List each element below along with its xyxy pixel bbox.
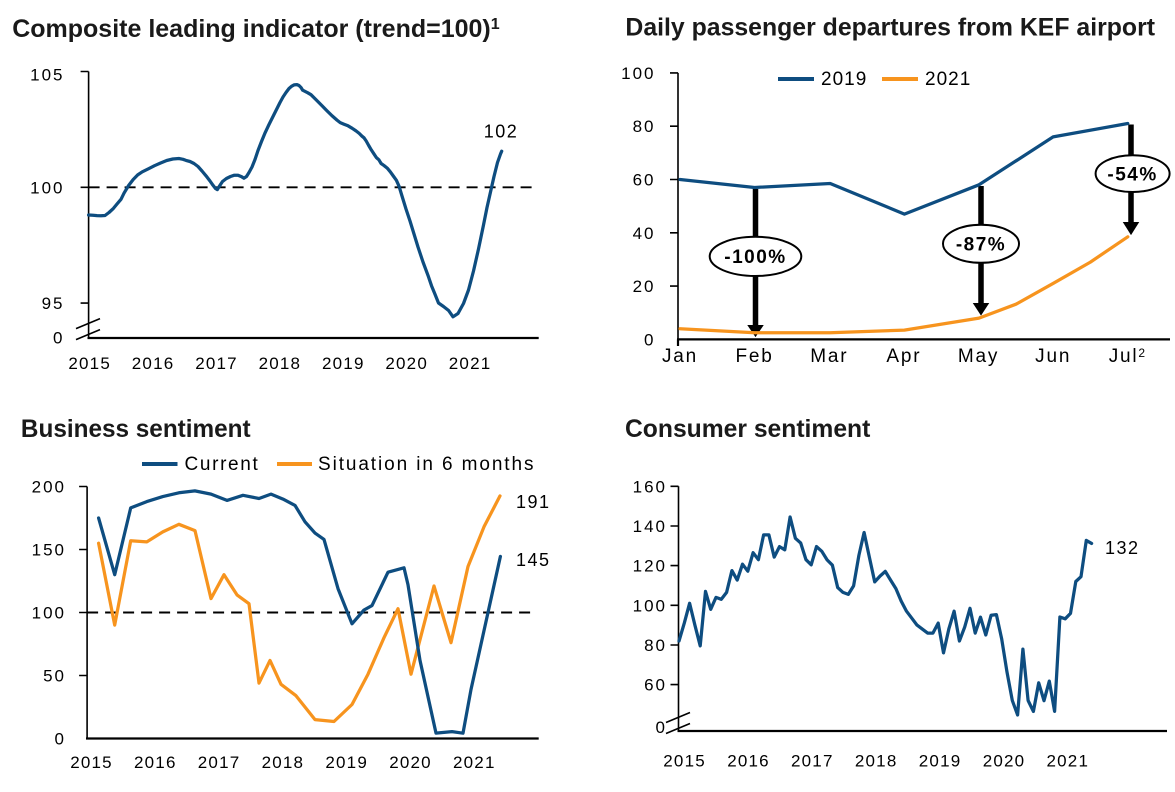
svg-text:2016: 2016: [132, 354, 175, 373]
svg-text:2016: 2016: [134, 753, 177, 772]
svg-text:200: 200: [32, 478, 66, 497]
svg-text:100: 100: [32, 604, 66, 623]
svg-text:0: 0: [53, 329, 64, 348]
svg-text:150: 150: [32, 541, 66, 560]
svg-text:2018: 2018: [259, 354, 302, 373]
svg-text:Business sentiment: Business sentiment: [21, 416, 251, 443]
svg-text:2017: 2017: [195, 354, 238, 373]
svg-text:60: 60: [644, 676, 667, 695]
svg-text:0: 0: [55, 730, 66, 749]
svg-text:2021: 2021: [925, 69, 971, 90]
svg-text:2015: 2015: [663, 752, 706, 771]
svg-text:0: 0: [644, 330, 655, 349]
svg-text:Mar: Mar: [810, 346, 848, 367]
svg-text:-54%: -54%: [1107, 164, 1157, 185]
svg-text:2020: 2020: [385, 354, 428, 373]
svg-text:132: 132: [1105, 538, 1140, 558]
svg-text:120: 120: [633, 557, 667, 576]
svg-text:2015: 2015: [68, 354, 111, 373]
svg-text:Daily passenger departures fro: Daily passenger departures from KEF airp…: [625, 13, 1155, 41]
svg-text:140: 140: [633, 517, 667, 536]
svg-text:Jun: Jun: [1035, 346, 1071, 367]
svg-text:160: 160: [633, 477, 667, 496]
svg-text:Composite leading indicator (t: Composite leading indicator (trend=100)1: [12, 15, 500, 43]
svg-text:2019: 2019: [325, 753, 368, 772]
svg-text:Situation in 6 months: Situation in 6 months: [318, 454, 535, 475]
svg-text:191: 191: [516, 492, 551, 512]
svg-text:Feb: Feb: [736, 346, 774, 367]
svg-text:2020: 2020: [983, 752, 1026, 771]
svg-text:100: 100: [30, 178, 64, 197]
svg-text:100: 100: [633, 596, 667, 615]
svg-text:-100%: -100%: [724, 247, 786, 268]
svg-text:Consumer sentiment: Consumer sentiment: [625, 416, 870, 443]
svg-text:2017: 2017: [791, 752, 834, 771]
svg-text:2019: 2019: [322, 354, 365, 373]
svg-text:80: 80: [644, 636, 667, 655]
svg-text:100: 100: [621, 64, 655, 83]
svg-text:2015: 2015: [70, 753, 113, 772]
svg-text:Apr: Apr: [886, 346, 921, 367]
svg-text:2016: 2016: [727, 752, 770, 771]
svg-text:20: 20: [633, 277, 656, 296]
svg-text:2019: 2019: [919, 752, 962, 771]
svg-text:2019: 2019: [821, 69, 867, 90]
svg-text:2017: 2017: [198, 753, 241, 772]
svg-text:2018: 2018: [855, 752, 898, 771]
svg-text:60: 60: [633, 171, 656, 190]
svg-text:2021: 2021: [1046, 752, 1089, 771]
svg-text:105: 105: [30, 65, 64, 84]
svg-text:Current: Current: [185, 454, 260, 475]
svg-text:145: 145: [516, 550, 551, 570]
svg-text:Jan: Jan: [662, 346, 698, 367]
svg-text:Jul2: Jul2: [1109, 346, 1147, 367]
svg-text:May: May: [958, 346, 999, 367]
svg-text:2020: 2020: [389, 753, 432, 772]
svg-text:2021: 2021: [449, 354, 492, 373]
svg-text:0: 0: [656, 718, 667, 737]
svg-text:2018: 2018: [262, 753, 305, 772]
svg-text:2021: 2021: [453, 753, 496, 772]
svg-text:50: 50: [43, 667, 66, 686]
svg-text:40: 40: [633, 224, 656, 243]
svg-text:-87%: -87%: [956, 235, 1006, 256]
svg-text:80: 80: [633, 117, 656, 136]
svg-text:102: 102: [484, 122, 519, 142]
svg-text:95: 95: [42, 294, 65, 313]
